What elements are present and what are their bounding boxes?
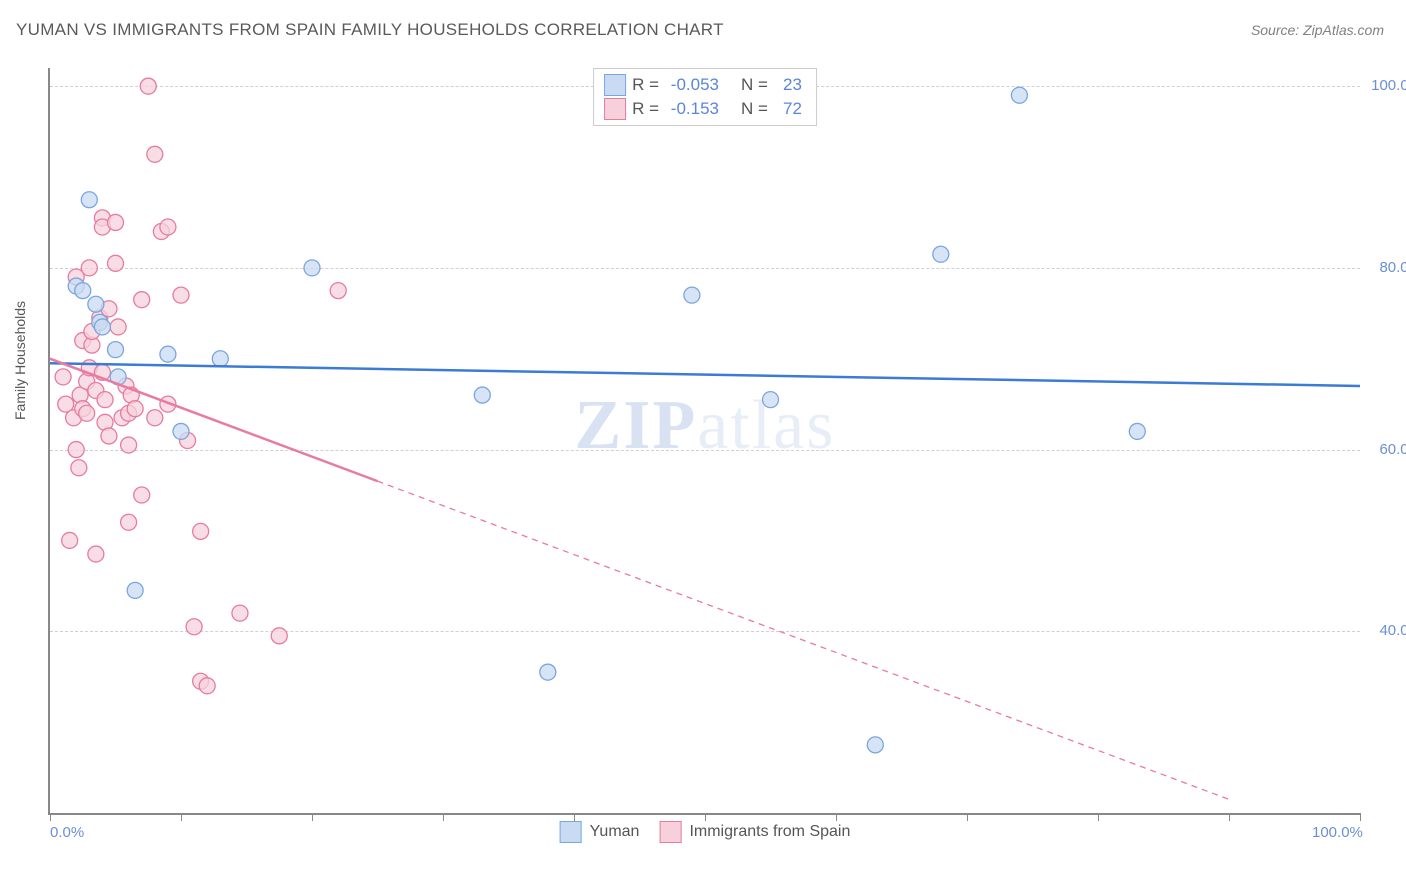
r-value-1: -0.153 — [665, 99, 719, 119]
scatter-point — [127, 401, 143, 417]
y-tick-label: 40.0% — [1379, 622, 1406, 639]
scatter-point — [232, 605, 248, 621]
scatter-point — [173, 423, 189, 439]
legend-correlation: R = -0.053 N = 23 R = -0.153 N = 72 — [593, 68, 817, 126]
scatter-point — [199, 678, 215, 694]
scatter-point — [330, 283, 346, 299]
scatter-point — [121, 514, 137, 530]
source-attribution: Source: ZipAtlas.com — [1251, 22, 1384, 38]
y-axis-label: Family Households — [12, 301, 28, 420]
y-tick-label: 60.0% — [1379, 441, 1406, 458]
chart-title: YUMAN VS IMMIGRANTS FROM SPAIN FAMILY HO… — [16, 20, 724, 40]
x-tick — [1229, 813, 1230, 821]
scatter-point — [540, 664, 556, 680]
x-tick — [312, 813, 313, 821]
scatter-point — [147, 146, 163, 162]
scatter-point — [108, 214, 124, 230]
scatter-point — [186, 619, 202, 635]
legend-swatch-icon — [659, 821, 681, 843]
scatter-point — [75, 283, 91, 299]
chart-container: YUMAN VS IMMIGRANTS FROM SPAIN FAMILY HO… — [0, 0, 1406, 892]
x-tick — [181, 813, 182, 821]
x-tick — [1360, 813, 1361, 821]
scatter-point — [88, 296, 104, 312]
scatter-point — [867, 737, 883, 753]
legend-label-0: Yuman — [590, 823, 640, 841]
r-label: R = — [632, 75, 659, 95]
scatter-point — [140, 78, 156, 94]
y-tick-label: 100.0% — [1371, 77, 1406, 94]
scatter-point — [474, 387, 490, 403]
plot-area: ZIPatlas R = -0.053 N = 23 R = -0.153 N … — [48, 68, 1360, 815]
legend-series: Yuman Immigrants from Spain — [560, 821, 851, 843]
trend-line — [50, 363, 1360, 386]
scatter-point — [147, 410, 163, 426]
scatter-point — [193, 523, 209, 539]
n-label: N = — [741, 99, 768, 119]
scatter-point — [62, 532, 78, 548]
scatter-point — [160, 346, 176, 362]
scatter-point — [108, 342, 124, 358]
scatter-point — [212, 351, 228, 367]
scatter-point — [1129, 423, 1145, 439]
scatter-point — [88, 546, 104, 562]
scatter-point — [110, 319, 126, 335]
scatter-point — [68, 442, 84, 458]
legend-swatch-1 — [604, 98, 626, 120]
scatter-point — [108, 255, 124, 271]
trend-line-dashed — [378, 481, 1230, 799]
scatter-point — [933, 246, 949, 262]
scatter-point — [304, 260, 320, 276]
legend-item-1: Immigrants from Spain — [659, 821, 850, 843]
scatter-point — [81, 260, 97, 276]
scatter-point — [134, 292, 150, 308]
scatter-point — [81, 192, 97, 208]
y-tick-label: 80.0% — [1379, 259, 1406, 276]
legend-row-series-1: R = -0.153 N = 72 — [604, 97, 802, 121]
scatter-point — [97, 392, 113, 408]
x-tick — [574, 813, 575, 821]
scatter-point — [1011, 87, 1027, 103]
x-tick — [1098, 813, 1099, 821]
n-label: N = — [741, 75, 768, 95]
scatter-point — [763, 392, 779, 408]
x-tick — [705, 813, 706, 821]
x-tick — [443, 813, 444, 821]
scatter-point — [101, 428, 117, 444]
n-value-0: 23 — [774, 75, 802, 95]
scatter-point — [121, 437, 137, 453]
legend-label-1: Immigrants from Spain — [689, 823, 850, 841]
n-value-1: 72 — [774, 99, 802, 119]
legend-item-0: Yuman — [560, 821, 640, 843]
r-value-0: -0.053 — [665, 75, 719, 95]
scatter-point — [173, 287, 189, 303]
x-tick — [50, 813, 51, 821]
scatter-point — [160, 219, 176, 235]
legend-swatch-icon — [560, 821, 582, 843]
scatter-point — [71, 460, 87, 476]
x-tick — [836, 813, 837, 821]
x-tick — [967, 813, 968, 821]
scatter-point — [55, 369, 71, 385]
scatter-plot-svg — [50, 68, 1360, 813]
x-tick-label: 0.0% — [50, 824, 84, 841]
x-tick-label: 100.0% — [1312, 824, 1363, 841]
scatter-point — [79, 405, 95, 421]
scatter-point — [684, 287, 700, 303]
r-label: R = — [632, 99, 659, 119]
scatter-point — [271, 628, 287, 644]
scatter-point — [134, 487, 150, 503]
legend-swatch-0 — [604, 74, 626, 96]
scatter-point — [127, 582, 143, 598]
scatter-point — [94, 319, 110, 335]
legend-row-series-0: R = -0.053 N = 23 — [604, 73, 802, 97]
